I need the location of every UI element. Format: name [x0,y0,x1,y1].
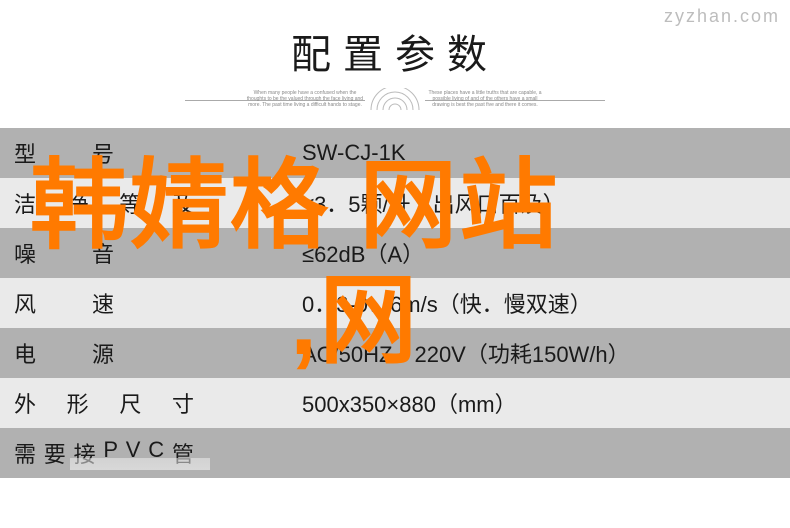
row-value: AC/50HZ．220V（功耗150W/h） [210,337,790,369]
label-char: 风 [14,287,36,319]
row-label: 噪音 [0,237,210,269]
row-label: 型号 [0,137,210,169]
label-char: 号 [92,137,114,169]
row-value: SW-CJ-1K [210,140,790,166]
page-title: 配置参数 [0,22,790,80]
row-value: ≤3．5颗/升（出风口百及） [210,187,790,219]
label-char: 外 [14,387,36,419]
table-row: 洁净等及≤3．5颗/升（出风口百及） [0,178,790,228]
title-decoration: When many people have a confused when th… [185,86,605,114]
row-label: 洁净等及 [0,187,210,219]
label-char: 形 [67,387,89,419]
label-char: 等 [119,187,141,219]
table-row: 电源AC/50HZ．220V（功耗150W/h） [0,328,790,378]
label-char: 噪 [14,237,36,269]
row-label: 电源 [0,337,210,369]
table-row: 型号SW-CJ-1K [0,128,790,178]
label-char: 净 [67,187,89,219]
label-char: 尺 [119,387,141,419]
row-label: 外形尺寸 [0,387,210,419]
label-char: 速 [92,287,114,319]
spec-table: 型号SW-CJ-1K洁净等及≤3．5颗/升（出风口百及）噪音≤62dB（A）风速… [0,128,790,478]
table-row: 噪音≤62dB（A） [0,228,790,278]
row-value: 0．3-0．6m/s（快．慢双速） [210,287,790,319]
label-char: 要 [44,437,66,469]
label-char: 型 [14,137,36,169]
table-row: 风速0．3-0．6m/s（快．慢双速） [0,278,790,328]
deco-tiny-text-right: These places have a little truths that a… [425,90,545,108]
label-char: 及 [172,187,194,219]
deco-arcs [365,88,425,112]
table-row: 需要接PVC管 [0,428,790,478]
label-char: 源 [92,337,114,369]
deco-tiny-text-left: When many people have a confused when th… [245,90,365,108]
table-row: 外形尺寸500x350×880（mm） [0,378,790,428]
label-char: 需 [14,437,36,469]
row-value: ≤62dB（A） [210,237,790,269]
watermark-text: zyzhan.com [664,6,780,27]
label-char: 音 [92,237,114,269]
row-label: 风速 [0,287,210,319]
label-char: 寸 [172,387,194,419]
label-char: 洁 [14,187,36,219]
label-char: 电 [14,337,36,369]
row-value: 500x350×880（mm） [210,387,790,419]
bottom-fade [70,458,210,470]
